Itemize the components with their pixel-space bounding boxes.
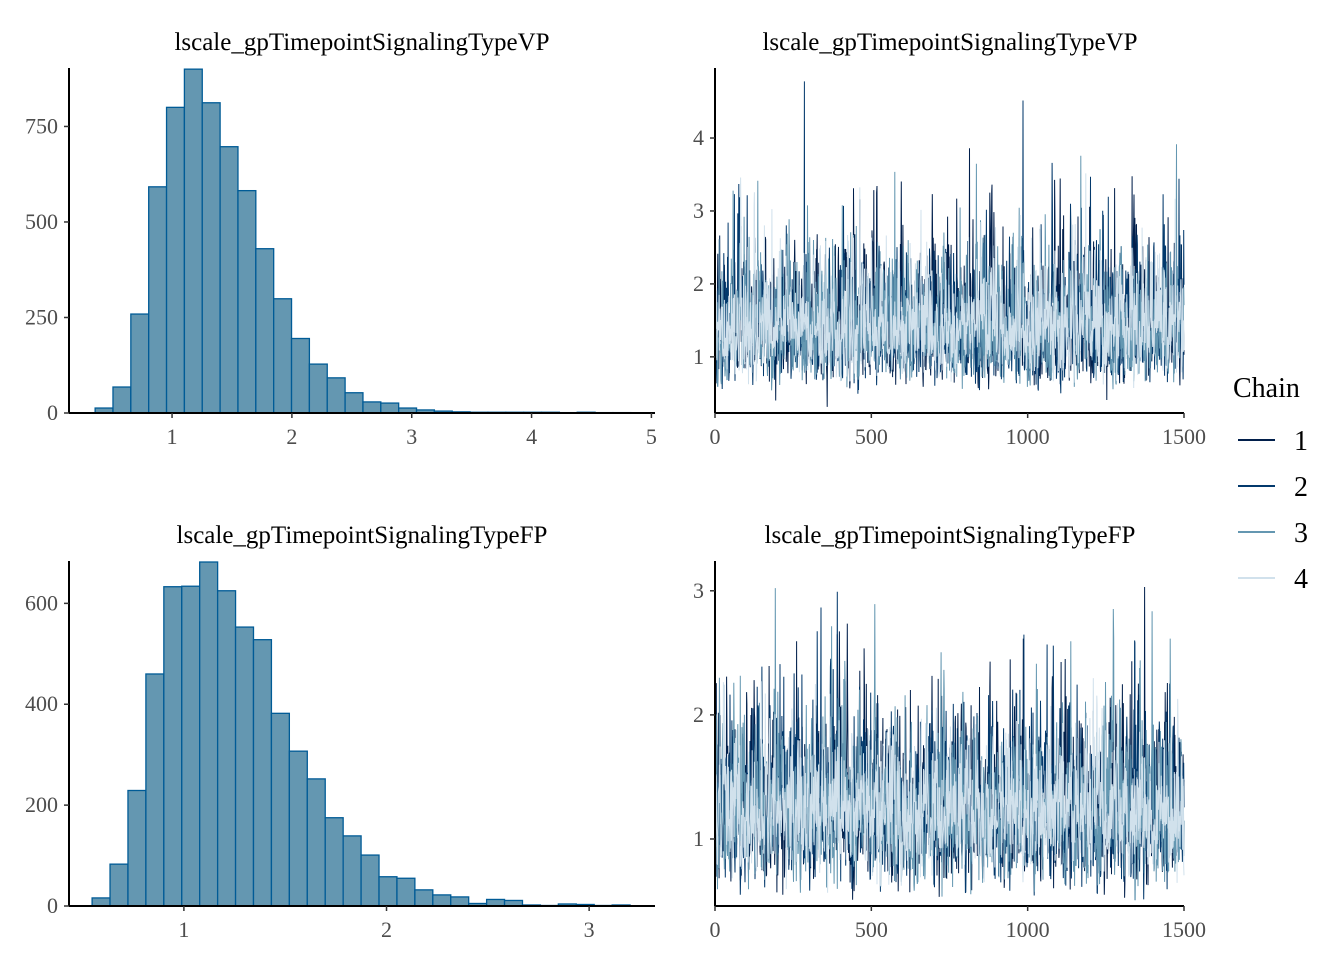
histogram-bar bbox=[183, 68, 203, 414]
trace-line-chain-3 bbox=[714, 588, 1185, 901]
histogram-bar bbox=[306, 778, 326, 907]
histogram-bar bbox=[273, 298, 293, 414]
histogram-bar bbox=[201, 102, 221, 414]
x-tick-label: 2 bbox=[286, 424, 297, 449]
legend-item-chain-3: 3 bbox=[1238, 518, 1308, 549]
histogram-bar bbox=[234, 626, 255, 907]
y-tick-label: 600 bbox=[25, 590, 58, 615]
panel-title-trace-vp: lscale_gpTimepointSignalingTypeVP bbox=[762, 29, 1137, 56]
legend-item-chain-1: 1 bbox=[1238, 426, 1308, 457]
histogram-bar bbox=[127, 789, 147, 907]
panel-3: 1 2 3 0 200 400 600 bbox=[25, 561, 655, 942]
histogram-bar bbox=[396, 877, 416, 907]
histogram-bar bbox=[288, 750, 308, 907]
histogram-bar bbox=[450, 896, 470, 907]
y-tick-label: 0 bbox=[47, 893, 58, 918]
x-tick-label: 1 bbox=[178, 917, 189, 942]
x-tick-label: 1500 bbox=[1162, 424, 1206, 449]
legend-label: 4 bbox=[1294, 564, 1308, 595]
x-tick-label: 4 bbox=[526, 424, 537, 449]
histogram-bar bbox=[145, 673, 165, 907]
legend-label: 1 bbox=[1294, 426, 1308, 457]
panel-title-hist-fp: lscale_gpTimepointSignalingTypeFP bbox=[177, 522, 548, 549]
histogram-bar bbox=[199, 561, 219, 907]
histogram-bar bbox=[378, 876, 398, 907]
y-tick-label: 2 bbox=[693, 702, 704, 727]
legend-item-chain-2: 2 bbox=[1238, 472, 1308, 503]
y-tick-label: 1 bbox=[693, 344, 704, 369]
legend-label: 2 bbox=[1294, 472, 1308, 503]
y-tick-label: 0 bbox=[47, 400, 58, 425]
histogram-bar bbox=[181, 585, 201, 907]
histogram-bar bbox=[344, 392, 364, 414]
histogram-bar bbox=[219, 146, 239, 414]
histogram-bar bbox=[255, 248, 275, 414]
histogram-bar bbox=[380, 402, 400, 414]
y-tick-label: 400 bbox=[25, 691, 58, 716]
trace-line-chain-4 bbox=[714, 678, 1185, 893]
histogram-bar bbox=[270, 712, 291, 907]
y-tick-label: 750 bbox=[25, 113, 58, 138]
x-tick-label: 500 bbox=[855, 424, 888, 449]
histogram-bar bbox=[290, 337, 311, 414]
trace-line-chain-4 bbox=[714, 173, 1185, 389]
legend-item-chain-4: 4 bbox=[1238, 564, 1308, 595]
x-tick-label: 0 bbox=[710, 424, 721, 449]
x-tick-label: 1 bbox=[167, 424, 178, 449]
histogram-bar bbox=[414, 889, 434, 907]
x-tick-label: 5 bbox=[646, 424, 657, 449]
x-tick-label: 1000 bbox=[1006, 917, 1050, 942]
histogram-bar bbox=[148, 186, 168, 414]
histogram-bar bbox=[362, 401, 382, 414]
panel-title-trace-fp: lscale_gpTimepointSignalingTypeFP bbox=[765, 522, 1136, 549]
panel-1: 1 2 3 4 5 0 250 500 750 bbox=[25, 68, 657, 449]
histogram-bar bbox=[109, 863, 129, 907]
histogram-bar bbox=[165, 106, 186, 414]
histogram-bar bbox=[326, 377, 346, 414]
histogram-bar bbox=[216, 590, 237, 907]
y-tick-label: 250 bbox=[25, 304, 58, 329]
y-tick-label: 2 bbox=[693, 271, 704, 296]
histogram-bar bbox=[252, 639, 273, 907]
histogram-bar bbox=[432, 894, 452, 907]
x-tick-label: 1500 bbox=[1162, 917, 1206, 942]
histogram-bar bbox=[112, 386, 132, 414]
histogram-bar bbox=[360, 854, 380, 907]
panel-title-hist-vp: lscale_gpTimepointSignalingTypeVP bbox=[174, 29, 549, 56]
y-tick-label: 500 bbox=[25, 209, 58, 234]
histogram-bar bbox=[163, 586, 183, 907]
x-tick-label: 0 bbox=[710, 917, 721, 942]
legend-title: Chain bbox=[1233, 373, 1300, 404]
legend-label: 3 bbox=[1294, 518, 1308, 549]
panel-2: 0 500 1000 1500 1 2 3 4 bbox=[693, 68, 1206, 449]
histogram-bar bbox=[130, 313, 150, 414]
x-tick-label: 2 bbox=[381, 917, 392, 942]
x-tick-label: 500 bbox=[855, 917, 888, 942]
histogram-bar bbox=[342, 835, 362, 907]
x-tick-label: 3 bbox=[406, 424, 417, 449]
histogram-bar bbox=[237, 189, 257, 414]
y-tick-label: 200 bbox=[25, 792, 58, 817]
y-tick-label: 3 bbox=[693, 578, 704, 603]
histogram-bar bbox=[324, 817, 344, 907]
y-tick-label: 1 bbox=[693, 826, 704, 851]
panel-4: 0 500 1000 1500 1 2 3 bbox=[693, 561, 1206, 942]
legend: Chain 1 2 3 4 bbox=[1233, 373, 1308, 595]
x-tick-label: 1000 bbox=[1006, 424, 1050, 449]
histogram-bar bbox=[91, 897, 111, 907]
histogram-bar bbox=[308, 363, 328, 414]
y-tick-label: 4 bbox=[693, 125, 704, 150]
x-tick-label: 3 bbox=[584, 917, 595, 942]
y-tick-label: 3 bbox=[693, 198, 704, 223]
